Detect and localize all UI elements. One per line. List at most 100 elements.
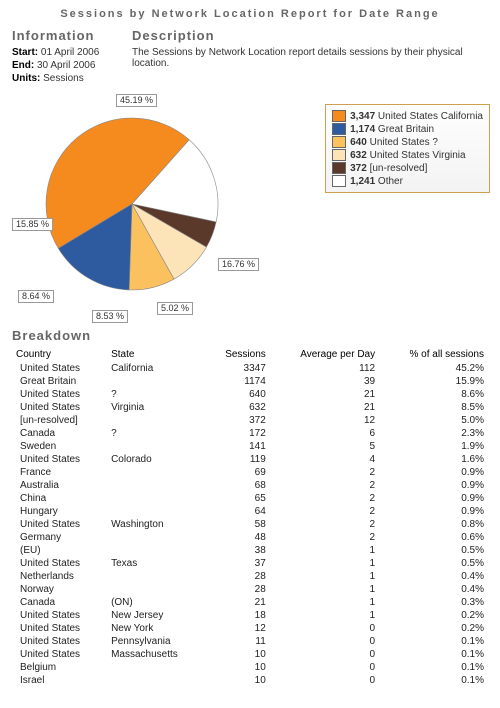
table-cell: Hungary [12, 505, 107, 518]
table-cell: ? [107, 388, 206, 401]
pie-percent-label: 8.53 % [92, 310, 128, 323]
legend-count: 640 [350, 137, 367, 148]
table-cell: 1 [270, 583, 379, 596]
table-cell [107, 414, 206, 427]
table-cell: 372 [206, 414, 270, 427]
legend-swatch [332, 136, 346, 148]
table-row: Great Britain11743915.9% [12, 375, 488, 388]
legend-count: 372 [350, 163, 367, 174]
table-cell: 1 [270, 596, 379, 609]
table-row: France6920.9% [12, 466, 488, 479]
table-cell: Texas [107, 557, 206, 570]
table-cell: 39 [270, 375, 379, 388]
table-cell [107, 531, 206, 544]
header-row: Information Start: 01 April 2006 End: 30… [12, 26, 488, 86]
legend-label: Other [375, 176, 403, 187]
table-cell: 4 [270, 453, 379, 466]
table-cell: United States [12, 609, 107, 622]
table-cell: 37 [206, 557, 270, 570]
table-cell: 632 [206, 401, 270, 414]
table-cell: 0 [270, 648, 379, 661]
table-cell: 119 [206, 453, 270, 466]
description-text: The Sessions by Network Location report … [132, 47, 488, 69]
table-cell: 0 [270, 622, 379, 635]
table-row: (EU)3810.5% [12, 544, 488, 557]
table-cell: (ON) [107, 596, 206, 609]
table-cell: 0.3% [379, 596, 488, 609]
table-cell: 1174 [206, 375, 270, 388]
table-row: United StatesWashington5820.8% [12, 518, 488, 531]
table-cell: Sweden [12, 440, 107, 453]
info-start-value: 01 April 2006 [41, 47, 99, 58]
table-cell: 10 [206, 674, 270, 687]
info-block: Information Start: 01 April 2006 End: 30… [12, 26, 132, 86]
table-row: Sweden14151.9% [12, 440, 488, 453]
table-cell [107, 375, 206, 388]
table-cell [107, 661, 206, 674]
table-cell: 2 [270, 492, 379, 505]
table-cell: 0.5% [379, 557, 488, 570]
table-cell: 2 [270, 479, 379, 492]
legend-item: 1,174 Great Britain [332, 123, 483, 135]
table-cell: United States [12, 388, 107, 401]
table-cell: 2 [270, 518, 379, 531]
legend-label: [un-resolved] [367, 163, 428, 174]
table-cell: 64 [206, 505, 270, 518]
table-cell: 0 [270, 635, 379, 648]
table-cell: Israel [12, 674, 107, 687]
info-end: End: 30 April 2006 [12, 60, 132, 71]
table-col-header: Average per Day [270, 347, 379, 362]
table-cell: 11 [206, 635, 270, 648]
table-cell: United States [12, 362, 107, 375]
table-cell: 0.9% [379, 479, 488, 492]
table-cell: 6 [270, 427, 379, 440]
table-cell: 2 [270, 466, 379, 479]
table-row: United StatesNew Jersey1810.2% [12, 609, 488, 622]
table-cell: Germany [12, 531, 107, 544]
info-start-label: Start: [12, 47, 38, 58]
table-cell: 5.0% [379, 414, 488, 427]
table-cell: 10 [206, 648, 270, 661]
table-cell: United States [12, 648, 107, 661]
table-row: United StatesTexas3710.5% [12, 557, 488, 570]
table-cell: Canada [12, 596, 107, 609]
table-row: Hungary6420.9% [12, 505, 488, 518]
info-units: Units: Sessions [12, 73, 132, 84]
table-cell: 15.9% [379, 375, 488, 388]
pie-percent-label: 45.19 % [116, 94, 157, 107]
pie-percent-label: 8.64 % [18, 290, 54, 303]
table-cell: Massachusetts [107, 648, 206, 661]
legend-label: United States Virginia [367, 150, 466, 161]
table-cell: 12 [270, 414, 379, 427]
table-cell: (EU) [12, 544, 107, 557]
legend-count: 632 [350, 150, 367, 161]
report-title: Sessions by Network Location Report for … [12, 8, 488, 20]
table-cell: 0.2% [379, 609, 488, 622]
table-cell: Virginia [107, 401, 206, 414]
table-row: United StatesCalifornia334711245.2% [12, 362, 488, 375]
table-row: Canada?17262.3% [12, 427, 488, 440]
table-cell: [un-resolved] [12, 414, 107, 427]
description-heading: Description [132, 28, 488, 43]
pie-percent-label: 5.02 % [157, 302, 193, 315]
table-cell: 0.9% [379, 492, 488, 505]
table-col-header: Sessions [206, 347, 270, 362]
legend-item: 3,347 United States California [332, 110, 483, 122]
table-row: United States?640218.6% [12, 388, 488, 401]
breakdown-header-row: CountryStateSessionsAverage per Day% of … [12, 347, 488, 362]
table-cell: 21 [270, 388, 379, 401]
table-cell: 0.8% [379, 518, 488, 531]
table-col-header: State [107, 347, 206, 362]
table-cell: 45.2% [379, 362, 488, 375]
table-cell: 0 [270, 661, 379, 674]
table-cell: 21 [270, 401, 379, 414]
table-cell: 28 [206, 583, 270, 596]
table-cell [107, 466, 206, 479]
legend-swatch [332, 149, 346, 161]
info-end-value: 30 April 2006 [37, 60, 95, 71]
pie-chart [22, 100, 282, 320]
table-cell: 1.6% [379, 453, 488, 466]
table-cell: 0.1% [379, 674, 488, 687]
table-cell: 0.5% [379, 544, 488, 557]
table-cell: 8.5% [379, 401, 488, 414]
